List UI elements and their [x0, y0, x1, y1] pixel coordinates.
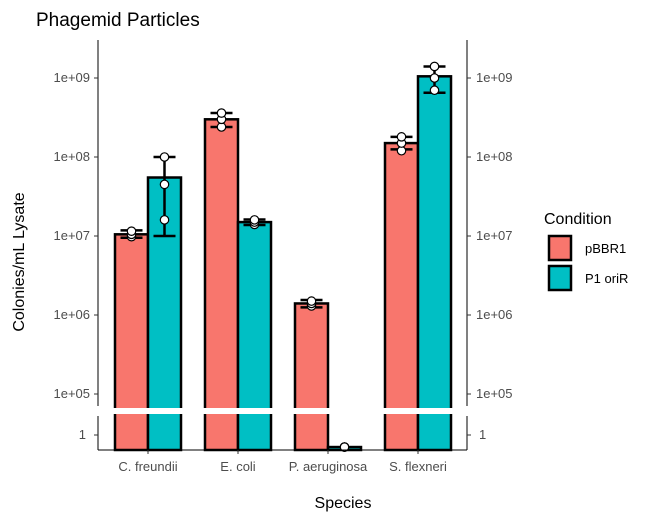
bar-p1-orir-s-flexneri [416, 75, 453, 452]
point-p1-orir-s-flexneri-2 [429, 73, 440, 83]
point-pbbr1-p-aeruginosa-3 [306, 296, 317, 306]
y-tick-label-right-1e+06: 1e+06 [476, 307, 513, 322]
point-p1-orir-s-flexneri-1 [429, 85, 440, 96]
bar-pbbr1-e-coli [203, 118, 240, 452]
axis-break-band [92, 408, 473, 414]
legend-swatch-p1-orir [547, 264, 573, 292]
legend-label-pbbr1: pBBR1 [585, 241, 626, 256]
x-tick-label-e-coli: E. coli [220, 459, 256, 474]
y-tick-label-left-1e+09: 1e+09 [53, 70, 90, 85]
bar-p1-orir-e-coli [236, 220, 273, 452]
point-pbbr1-c-freundii-3 [126, 226, 137, 237]
legend-label-p1-orir: P1 oriR [585, 271, 628, 286]
x-tick-label-p-aeruginosa: P. aeruginosa [289, 459, 368, 474]
x-axis-title: Species [315, 495, 372, 512]
legend: Condition pBBR1 P1 oriR [544, 211, 628, 292]
x-tick-label-s-flexneri: S. flexneri [389, 459, 447, 474]
y-tick-label-left-low-1: 1 [79, 427, 86, 442]
point-pbbr1-e-coli-3 [216, 108, 227, 118]
y-tick-label-right-1e+07: 1e+07 [476, 228, 513, 243]
point-p1-orir-c-freundii-2 [159, 179, 170, 190]
y-tick-label-right-1e+05: 1e+05 [476, 386, 513, 401]
legend-swatch-pbbr1 [547, 234, 573, 262]
y-axis-title: Colonies/mL Lysate [11, 192, 28, 331]
y-tick-label-left-1e+06: 1e+06 [53, 307, 90, 322]
point-pbbr1-s-flexneri-3 [396, 132, 407, 142]
plot-area: 1e+05 1e+05 1e+06 1e+06 1e+07 1e+07 1e+08 1e+08… [53, 40, 513, 474]
y-tick-label-right-1e+09: 1e+09 [476, 70, 513, 85]
legend-title: Condition [544, 211, 612, 228]
chart-title: Phagemid Particles [36, 10, 200, 31]
x-tick-label-c-freundii: C. freundii [118, 459, 177, 474]
point-p1-orir-c-freundii-1 [159, 215, 170, 225]
y-tick-label-left-1e+05: 1e+05 [53, 386, 90, 401]
bar-pbbr1-p-aeruginosa [293, 302, 330, 452]
y-tick-label-right-low-1: 1 [479, 427, 486, 442]
y-tick-label-right-1e+08: 1e+08 [476, 149, 513, 164]
y-tick-label-left-1e+08: 1e+08 [53, 149, 90, 164]
bar-pbbr1-c-freundii [113, 233, 150, 452]
y-tick-label-left-1e+07: 1e+07 [53, 228, 90, 243]
bar-pbbr1-s-flexneri [383, 141, 420, 452]
point-p1-orir-e-coli-3 [249, 215, 260, 225]
point-p1-orir-c-freundii-3 [159, 152, 170, 162]
point-p1-orir-p-aeruginosa-3 [339, 442, 350, 452]
point-p1-orir-s-flexneri-3 [429, 61, 440, 72]
